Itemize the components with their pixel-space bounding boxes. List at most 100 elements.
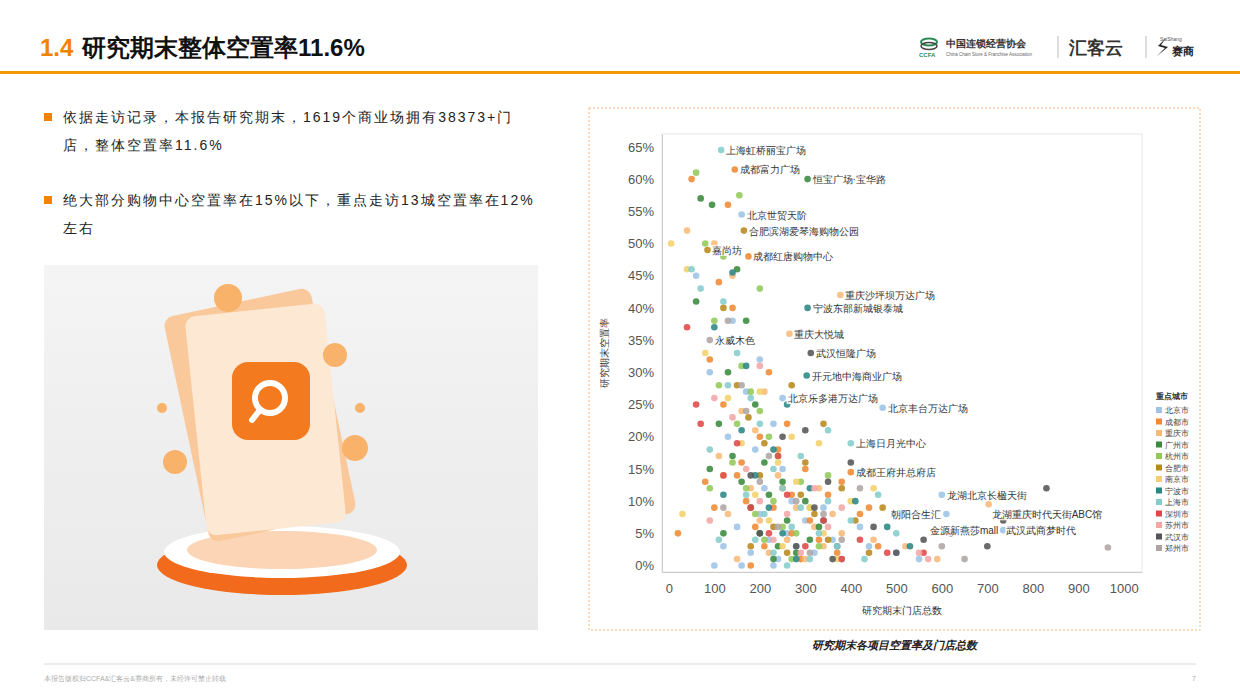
point — [770, 562, 777, 569]
legend-label: 苏州市 — [1165, 521, 1189, 530]
point — [866, 549, 873, 556]
point — [820, 511, 827, 518]
tick: 10% — [628, 494, 662, 509]
point — [702, 350, 709, 357]
tick: 35% — [628, 333, 662, 348]
point — [884, 549, 891, 556]
point — [820, 517, 827, 524]
point — [870, 524, 877, 531]
point — [802, 459, 809, 466]
illustration-coin — [214, 284, 242, 312]
point — [811, 485, 818, 492]
logo-text: 中国连锁经营协会 — [946, 38, 1027, 49]
annotation-bg — [890, 509, 942, 520]
point — [766, 517, 773, 524]
page-number: 7 — [1192, 675, 1196, 682]
point — [857, 511, 864, 518]
annotation: 开元地中海商业广场 — [811, 371, 903, 382]
point — [757, 530, 764, 537]
legend-swatch — [1156, 453, 1162, 459]
annotation-bg — [725, 145, 807, 156]
point — [697, 285, 704, 292]
point — [738, 211, 745, 218]
point — [870, 536, 877, 543]
annotation-bg — [844, 290, 936, 301]
annotations: 上海虹桥丽宝广场成都富力广场恒宝广场·宝华路北京世贸天阶合肥滨湖爱琴海购物公园嘉… — [711, 145, 1103, 536]
legend-label: 合肥市 — [1165, 464, 1189, 473]
point — [693, 272, 700, 279]
point — [706, 369, 713, 376]
point — [752, 536, 759, 543]
point — [752, 401, 759, 408]
point — [852, 498, 859, 505]
tick-label: 55% — [628, 204, 654, 219]
annotation-label: 龙湖北京长楹天街 — [947, 490, 1027, 501]
annotation: 永威木色 — [714, 335, 756, 346]
point — [825, 498, 832, 505]
point — [816, 530, 823, 537]
points — [668, 147, 1111, 569]
tick-label: 60% — [628, 172, 654, 187]
point — [797, 453, 804, 460]
point — [797, 504, 804, 511]
annotation-label: 金源新燕莎mall — [930, 525, 998, 536]
point — [837, 292, 844, 299]
point — [725, 511, 732, 518]
annotation: 北京世贸天阶 — [746, 210, 808, 221]
annotation-bg — [929, 525, 999, 536]
point — [825, 524, 832, 531]
point — [747, 504, 754, 511]
tick-label: 1000 — [1110, 581, 1139, 596]
point — [747, 504, 754, 511]
axis-line — [662, 135, 663, 573]
annotation-bg — [991, 509, 1104, 520]
legend-label: 杭州市 — [1164, 452, 1189, 461]
logo-text: 赛商 — [1171, 45, 1194, 57]
tick-label: 10% — [628, 494, 654, 509]
tick: 50% — [628, 236, 662, 251]
point — [811, 504, 818, 511]
tick: 300 — [795, 572, 817, 596]
x-axis-title: 研究期末门店总数 — [862, 605, 942, 616]
point — [770, 466, 777, 473]
point — [875, 543, 882, 550]
point — [816, 440, 823, 447]
point — [697, 421, 704, 428]
point — [761, 536, 768, 543]
point — [716, 536, 723, 543]
point — [725, 433, 732, 440]
annotation-bg — [752, 251, 834, 262]
point — [784, 549, 791, 556]
point — [857, 536, 864, 543]
point — [716, 453, 723, 460]
legend-swatch — [1156, 511, 1162, 517]
point — [761, 485, 768, 492]
illustration-lens — [232, 362, 310, 440]
illustration-coin — [342, 435, 368, 461]
logo-text: CCFA — [919, 52, 936, 58]
annotation: 重庆大悦城 — [793, 329, 845, 340]
point — [720, 472, 727, 479]
point — [825, 479, 832, 486]
point — [757, 408, 764, 415]
page: 1.4研究期末整体空置率11.6%CCFA中国连锁经营协会China Chain… — [0, 0, 1240, 697]
point — [729, 269, 736, 276]
point — [706, 356, 713, 363]
point — [861, 556, 868, 563]
point — [916, 556, 923, 563]
point — [720, 305, 727, 312]
point — [779, 530, 786, 537]
point — [784, 562, 791, 569]
point — [734, 472, 741, 479]
y-axis-title: 研究期末空置率 — [599, 318, 610, 388]
annotation-label: 北京世贸天阶 — [747, 210, 807, 221]
point — [779, 485, 786, 492]
point — [803, 372, 810, 379]
point — [961, 556, 968, 563]
point — [704, 247, 711, 254]
point — [766, 504, 773, 511]
point — [745, 414, 752, 421]
header-rule — [0, 71, 1240, 74]
annotation: 龙湖重庆时代天街ABC馆 — [991, 509, 1104, 520]
point — [729, 305, 736, 312]
